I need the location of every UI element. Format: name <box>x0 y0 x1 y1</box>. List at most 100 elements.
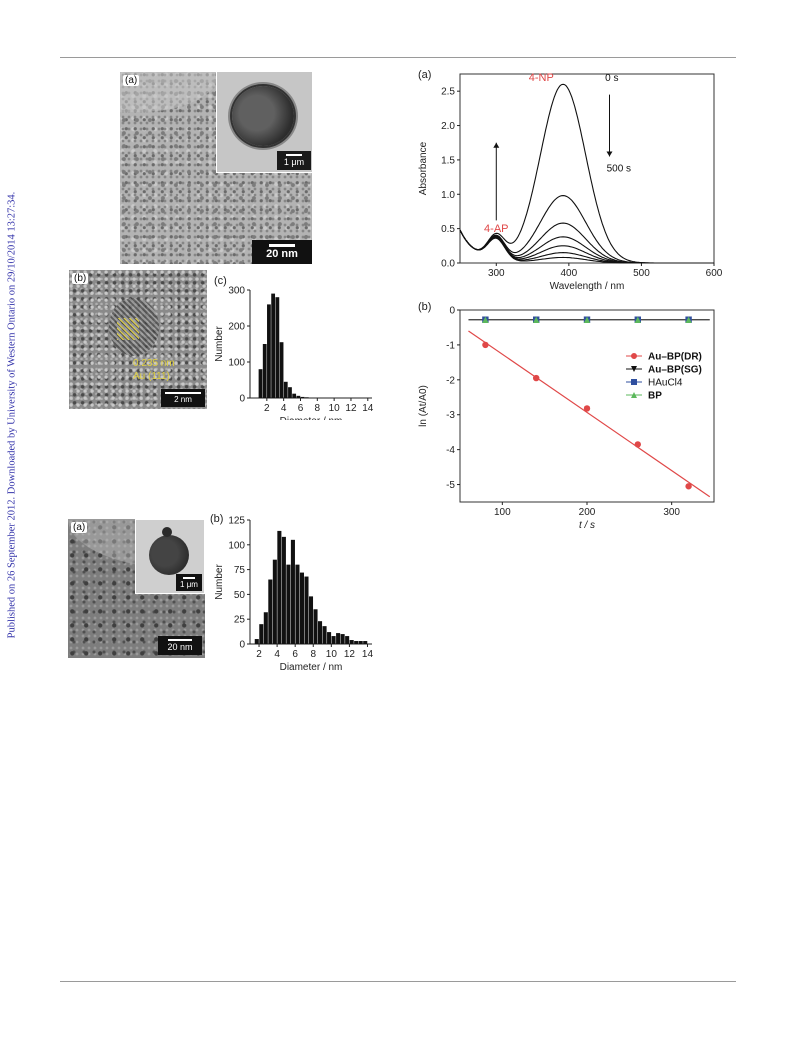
hrtem-scale-label: 2 nm <box>174 395 192 404</box>
x-tick-label: 10 <box>329 403 341 414</box>
histogram-bar <box>340 634 345 644</box>
x-tick-label: 500 <box>633 268 650 279</box>
scale-label-2: 20 nm <box>167 642 193 652</box>
histogram-b2: 2 4 6 8 10 12 14 0 25 50 75 100 125 Diameter / nm Numb… <box>210 513 373 672</box>
histogram-bar <box>296 395 301 398</box>
panel-label: (b) <box>418 301 431 313</box>
x-tick-label: 4 <box>281 403 287 414</box>
histogram-bar <box>279 342 284 398</box>
histogram-bar <box>331 636 336 644</box>
y-tick-label: 0 <box>239 394 245 405</box>
histogram-bar <box>349 640 354 644</box>
y-tick-label: 0.0 <box>441 259 455 270</box>
y-tick-label: 0 <box>239 640 245 651</box>
y-tick-label: 100 <box>228 540 245 551</box>
y-tick-label: 1.5 <box>441 155 455 166</box>
x-tick-label: 6 <box>298 403 304 414</box>
growth-arrow-head <box>493 142 500 148</box>
data-point <box>482 316 489 323</box>
histogram-bar <box>354 641 359 644</box>
decay-arrow-head <box>606 151 613 157</box>
y-tick-label: 1.0 <box>441 190 455 201</box>
au-microsphere-2 <box>149 535 189 575</box>
plot-frame <box>459 73 715 264</box>
y-axis-label: Number <box>214 564 225 600</box>
y-axis-label: ln (At/A0) <box>418 385 429 427</box>
histogram-bar <box>318 621 323 644</box>
y-tick-label: 100 <box>228 358 245 369</box>
x-tick-label: 14 <box>362 403 374 414</box>
linear-fit-line <box>468 330 711 498</box>
uvvis-chart: 300 400 500 600 0.0 0.5 1.0 1.5 2.0 2.5 Wavelength… <box>418 69 723 292</box>
histogram-bar <box>262 344 267 398</box>
y-tick-label: 125 <box>228 516 245 527</box>
x-tick-label: 100 <box>494 507 511 518</box>
x-tick-label: 600 <box>706 268 723 279</box>
x-tick-label: 8 <box>315 403 321 414</box>
x-tick-label: 2 <box>256 649 262 660</box>
x-axis-label: Wavelength / nm <box>550 281 625 292</box>
tem-image-a: (a) 1 μm 20 nm <box>120 72 312 264</box>
download-notice-link[interactable]: Published on 26 September 2012. Download… <box>6 191 18 639</box>
x-tick-label: 10 <box>326 649 338 660</box>
histogram-bar <box>363 641 368 644</box>
x-axis-label: Diameter / nm <box>280 416 343 420</box>
inset-scale-label-2: 1 μm <box>180 580 198 589</box>
time-end-label: 500 s <box>607 164 631 175</box>
x-tick-label: 4 <box>274 649 280 660</box>
panel-label: (a) <box>418 69 431 81</box>
au-microsphere <box>232 86 294 146</box>
kinetics-chart: 100 200 300 0 -1 -2 -3 -4 -5 t / s ln (At/A0) (b) Au… <box>418 301 715 531</box>
x-tick-label: 2 <box>264 403 270 414</box>
histogram-bar <box>304 397 309 398</box>
panel-label-a: (a) <box>123 75 140 86</box>
data-point <box>634 316 641 323</box>
y-tick-label: 200 <box>228 322 245 333</box>
y-tick-label: -3 <box>446 410 455 421</box>
legend-entry: BP <box>648 391 662 402</box>
inset-scale-bar-2: 1 μm <box>176 574 202 591</box>
histogram-bar <box>259 624 264 644</box>
y-tick-label: -5 <box>446 480 455 491</box>
histogram-bar <box>290 539 295 644</box>
bottom-rule <box>60 981 736 982</box>
x-tick-label: 200 <box>579 507 596 518</box>
scale-label: 20 nm <box>266 248 298 260</box>
x-tick-label: 300 <box>488 268 505 279</box>
x-tick-label: 6 <box>292 649 298 660</box>
histogram-bar <box>358 641 363 644</box>
legend-entry: HAuCl4 <box>648 378 683 389</box>
scale-bar: 20 nm <box>252 240 312 264</box>
x-axis-label: Diameter / nm <box>280 662 343 672</box>
legend-entry: Au–BP(SG) <box>648 365 702 376</box>
x-tick-label: 400 <box>561 268 578 279</box>
peak-label: 4-NP <box>529 72 554 84</box>
tem-image-a2: (a) 1 μm 20 nm <box>68 519 205 658</box>
panel-label: (c) <box>214 275 227 287</box>
hrtem-scale-bar: 2 nm <box>161 389 205 407</box>
x-axis-label: t / s <box>579 520 595 531</box>
histogram-bar <box>322 626 327 644</box>
scale-bar-2: 20 nm <box>158 636 202 655</box>
product-label: 4-AP <box>484 223 508 235</box>
top-rule <box>60 57 736 58</box>
data-point <box>631 353 637 359</box>
histogram-bar <box>254 639 259 644</box>
histogram-bar <box>304 576 309 644</box>
data-point <box>685 316 692 323</box>
x-tick-label: 12 <box>345 403 357 414</box>
y-tick-label: 25 <box>234 615 246 626</box>
histogram-bar <box>268 579 273 644</box>
data-point <box>631 392 637 398</box>
histogram-bar <box>275 297 280 398</box>
histogram-bar <box>263 612 268 644</box>
tem-inset-2: 1 μm <box>135 519 205 594</box>
lattice-plane: Au (111) <box>133 371 170 382</box>
absorbance-curve <box>459 229 714 264</box>
histogram-bar <box>272 559 277 644</box>
y-axis-label: Number <box>214 326 225 362</box>
y-tick-label: -2 <box>446 375 455 386</box>
panel-label: (b) <box>210 513 223 525</box>
histogram-bar <box>267 304 271 398</box>
